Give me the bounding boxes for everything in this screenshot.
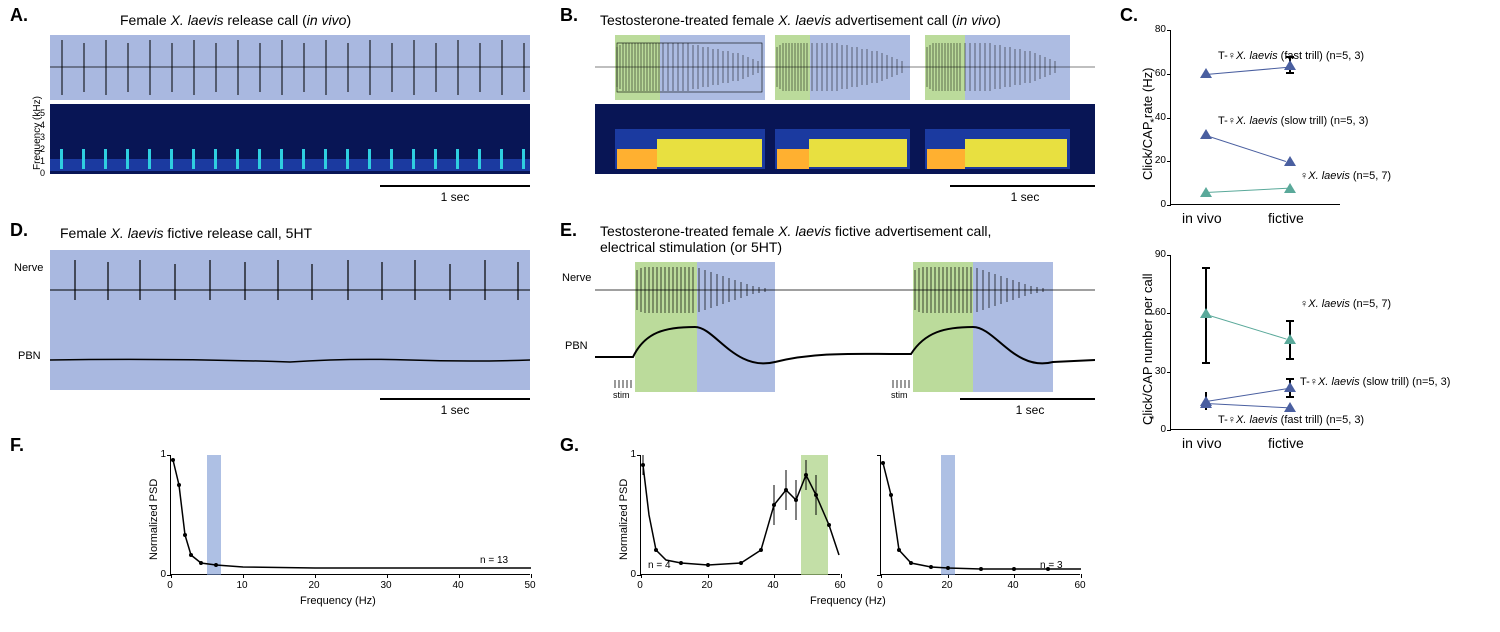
marker [1200,187,1212,197]
marker [1284,183,1296,193]
ytick: 2 [40,144,45,154]
marker [1284,402,1296,412]
marker [1200,129,1212,139]
stim-label: stim [891,390,908,400]
panel-a-scalelabel: 1 sec [430,190,480,204]
text: X. laevis [171,12,224,28]
text: X. laevis [111,225,164,241]
text: electrical stimulation (or 5HT) [600,239,782,255]
panel-g-xlabel: Frequency (Hz) [810,595,886,607]
series-label: T-♀X. laevis (fast trill) (n=5, 3) [1218,50,1364,62]
marker [1200,68,1212,78]
panel-d-label: D. [10,220,28,241]
panel-c-bottom-ylabel: Click/CAP number per call [1140,274,1155,425]
panel-b-spectrogram [595,104,1095,174]
series-label: T-♀X. laevis (slow trill) (n=5, 3) [1218,115,1368,127]
text: Testosterone-treated female [600,12,778,28]
panel-b-title: Testosterone-treated female X. laevis ad… [600,12,1001,28]
series-label: ♀X. laevis (n=5, 7) [1300,298,1391,310]
xlabel-invivo: in vivo [1182,210,1222,226]
pbn-label: PBN [565,340,588,352]
series-label: T-♀X. laevis (fast trill) (n=5, 3) [1218,414,1364,426]
text: X. laevis [778,12,831,28]
panel-e-label: E. [560,220,577,241]
nerve-label: Nerve [14,262,43,274]
panel-a-waveform [50,35,530,100]
panel-a-title: Female X. laevis release call (in vivo) [120,12,351,28]
panel-d-scalelabel: 1 sec [430,403,480,417]
text: ) [996,12,1001,28]
panel-c-bottom-chart [1170,255,1340,430]
waveform-svg [50,35,530,100]
text: in vivo [307,12,347,28]
panel-b-scalebar [950,185,1095,187]
text: X. laevis [778,223,831,239]
panel-e-scalebar [960,398,1095,400]
text: ) [346,12,351,28]
text: fictive advertisement call, [831,223,991,239]
ytick: 0 [40,168,45,178]
text: in vivo [956,12,996,28]
panel-a-scalebar [380,185,530,187]
text: Female [60,225,111,241]
ytick: 5 [40,108,45,118]
panel-f-label: F. [10,435,24,456]
panel-b-scalelabel: 1 sec [1000,190,1050,204]
panel-e-title: Testosterone-treated female X. laevis fi… [600,223,991,255]
star: * [1150,117,1154,129]
xlabel-invivo: in vivo [1182,435,1222,451]
panel-g-label: G. [560,435,579,456]
panel-c-label: C. [1120,5,1138,26]
marker [1284,156,1296,166]
series-label: T-♀X. laevis (slow trill) (n=5, 3) [1300,376,1450,388]
panel-d-traces [50,250,530,390]
panel-d-scalebar [380,398,530,400]
panel-b-waveform-bg [595,35,1095,100]
panel-b-label: B. [560,5,578,26]
xlabel-fictive: fictive [1268,435,1304,451]
panel-d-title: Female X. laevis fictive release call, 5… [60,225,312,241]
panel-g-left-chart [640,455,840,575]
panel-f-chart [170,455,530,575]
ytick: 3 [40,132,45,142]
panel-f-n: n = 13 [480,555,508,566]
text: Female [120,12,171,28]
panel-g-right-n: n = 3 [1040,560,1063,571]
star: * [1150,414,1154,426]
nerve-label: Nerve [562,272,591,284]
panel-g-left-n: n = 4 [648,560,671,571]
xlabel-fictive: fictive [1268,210,1304,226]
marker [1284,382,1296,392]
panel-a-spectrogram [50,104,530,174]
text: advertisement call ( [831,12,956,28]
panel-g-ylabel: Normalized PSD [618,479,630,560]
panel-f-ylabel: Normalized PSD [148,479,160,560]
stim-label: stim [613,390,630,400]
text: release call ( [224,12,307,28]
series-label: ♀X. laevis (n=5, 7) [1300,170,1391,182]
panel-f-xlabel: Frequency (Hz) [300,595,376,607]
ytick: 4 [40,120,45,130]
pbn-label: PBN [18,350,41,362]
panel-g-right-chart [880,455,1080,575]
marker [1200,308,1212,318]
panel-e-scalelabel: 1 sec [1005,403,1055,417]
panel-e-traces [595,262,1095,392]
marker [1200,398,1212,408]
panel-a-label: A. [10,5,28,26]
ytick: 1 [40,156,45,166]
marker [1284,334,1296,344]
text: fictive release call, 5HT [164,225,313,241]
text: Testosterone-treated female [600,223,778,239]
